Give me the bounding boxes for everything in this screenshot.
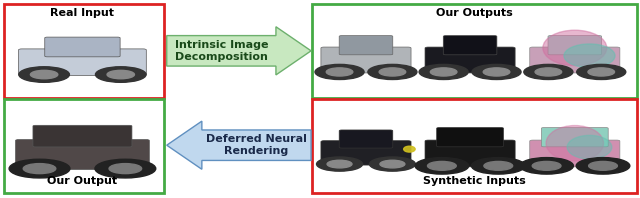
- Ellipse shape: [564, 44, 615, 68]
- Circle shape: [368, 64, 417, 79]
- FancyBboxPatch shape: [444, 36, 497, 55]
- Circle shape: [588, 68, 614, 76]
- Circle shape: [415, 158, 468, 174]
- Ellipse shape: [567, 135, 612, 159]
- Circle shape: [419, 64, 468, 79]
- Circle shape: [326, 68, 353, 76]
- Circle shape: [317, 157, 362, 171]
- Ellipse shape: [404, 146, 415, 152]
- Circle shape: [532, 161, 561, 170]
- Circle shape: [109, 164, 141, 174]
- Circle shape: [327, 160, 352, 168]
- FancyBboxPatch shape: [321, 47, 411, 73]
- Text: Our Output: Our Output: [47, 176, 118, 187]
- FancyBboxPatch shape: [19, 49, 147, 75]
- Circle shape: [23, 164, 56, 174]
- FancyBboxPatch shape: [312, 99, 637, 193]
- FancyBboxPatch shape: [541, 128, 608, 147]
- Text: Our Outputs: Our Outputs: [436, 8, 513, 18]
- Circle shape: [428, 161, 456, 170]
- FancyBboxPatch shape: [4, 4, 164, 98]
- FancyBboxPatch shape: [548, 36, 602, 55]
- FancyBboxPatch shape: [530, 140, 620, 167]
- Circle shape: [107, 70, 134, 79]
- FancyBboxPatch shape: [339, 130, 393, 148]
- Text: Real Input: Real Input: [51, 8, 115, 18]
- FancyBboxPatch shape: [530, 47, 620, 73]
- FancyArrow shape: [167, 121, 311, 169]
- Circle shape: [520, 158, 573, 174]
- Text: Intrinsic Image
Decomposition: Intrinsic Image Decomposition: [175, 40, 268, 62]
- Circle shape: [472, 64, 521, 79]
- FancyBboxPatch shape: [339, 36, 393, 55]
- FancyBboxPatch shape: [45, 37, 120, 57]
- Circle shape: [315, 64, 364, 79]
- Circle shape: [577, 64, 626, 79]
- FancyArrow shape: [167, 27, 311, 75]
- Ellipse shape: [546, 126, 604, 161]
- Text: Synthetic Inputs: Synthetic Inputs: [423, 176, 526, 187]
- Circle shape: [483, 68, 510, 76]
- Circle shape: [9, 159, 70, 178]
- Circle shape: [369, 157, 415, 171]
- Circle shape: [430, 68, 457, 76]
- Circle shape: [379, 68, 406, 76]
- Ellipse shape: [543, 30, 607, 66]
- Circle shape: [589, 161, 618, 170]
- Circle shape: [95, 67, 146, 82]
- Circle shape: [524, 64, 573, 79]
- Circle shape: [472, 158, 525, 174]
- Circle shape: [19, 67, 69, 82]
- FancyBboxPatch shape: [4, 99, 164, 193]
- FancyBboxPatch shape: [425, 47, 515, 73]
- Circle shape: [31, 70, 58, 79]
- Circle shape: [576, 158, 630, 174]
- Circle shape: [484, 161, 513, 170]
- FancyBboxPatch shape: [436, 128, 504, 147]
- Circle shape: [535, 68, 562, 76]
- FancyBboxPatch shape: [33, 125, 132, 147]
- FancyBboxPatch shape: [312, 4, 637, 98]
- Text: Deferred Neural
Rendering: Deferred Neural Rendering: [206, 134, 307, 156]
- Circle shape: [380, 160, 405, 168]
- FancyBboxPatch shape: [425, 140, 515, 167]
- FancyBboxPatch shape: [15, 140, 149, 169]
- FancyBboxPatch shape: [321, 141, 411, 165]
- Circle shape: [95, 159, 156, 178]
